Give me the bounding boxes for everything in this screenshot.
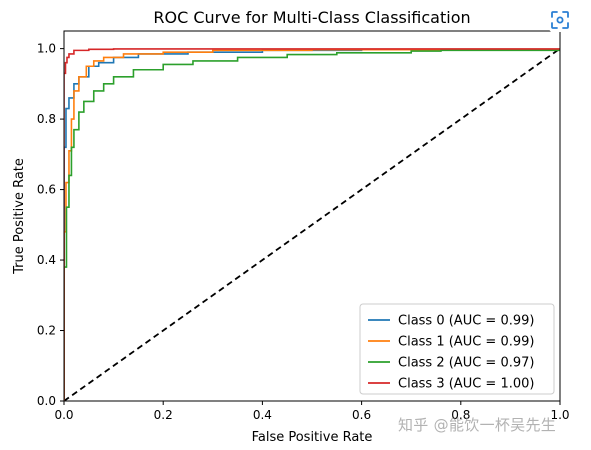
y-tick-label: 0.2 bbox=[37, 324, 56, 338]
scan-icon bbox=[551, 11, 569, 29]
x-tick-label: 0.6 bbox=[352, 408, 371, 422]
y-tick-label: 1.0 bbox=[37, 42, 56, 56]
watermark-text: 知乎 @能饮一杯吴先生 bbox=[398, 416, 557, 434]
random-classifier-diagonal bbox=[64, 47, 560, 401]
y-tick-label: 0.8 bbox=[37, 112, 56, 126]
x-tick-label: 0.8 bbox=[451, 408, 470, 422]
y-axis-label: True Positive Rate bbox=[12, 158, 27, 275]
roc-curve-class-1 bbox=[64, 48, 560, 401]
axes: 0.0 0.2 0.4 0.6 0.8 1.0 0.0 0.2 0.4 0.6 0.8 1.0 bbox=[37, 30, 570, 422]
roc-curve-class-3 bbox=[64, 48, 560, 401]
legend-box bbox=[359, 303, 555, 395]
x-tick-label: 0.4 bbox=[253, 408, 272, 422]
x-tick-label: 1.0 bbox=[550, 408, 569, 422]
y-tick-label: 0.6 bbox=[37, 183, 56, 197]
plot-frame bbox=[63, 30, 561, 402]
y-tick-label: 0.4 bbox=[37, 253, 56, 267]
legend-label-class-0: Class 0 (AUC = 0.99) bbox=[398, 314, 534, 329]
plot-area bbox=[64, 47, 560, 401]
x-tick-label: 0.0 bbox=[54, 408, 73, 422]
scan-button[interactable] bbox=[548, 8, 572, 32]
legend: Class 0 (AUC = 0.99) Class 1 (AUC = 0.99)… bbox=[359, 303, 555, 395]
legend-label-class-3: Class 3 (AUC = 1.00) bbox=[398, 377, 534, 392]
x-axis-label: False Positive Rate bbox=[252, 430, 373, 445]
legend-label-class-1: Class 1 (AUC = 0.99) bbox=[398, 335, 534, 350]
x-tick-label: 0.2 bbox=[154, 408, 173, 422]
y-tick-label: 0.0 bbox=[37, 394, 56, 408]
chart-title: ROC Curve for Multi-Class Classification bbox=[153, 8, 470, 27]
legend-label-class-2: Class 2 (AUC = 0.97) bbox=[398, 356, 534, 371]
roc-curve-class-2 bbox=[64, 48, 560, 401]
